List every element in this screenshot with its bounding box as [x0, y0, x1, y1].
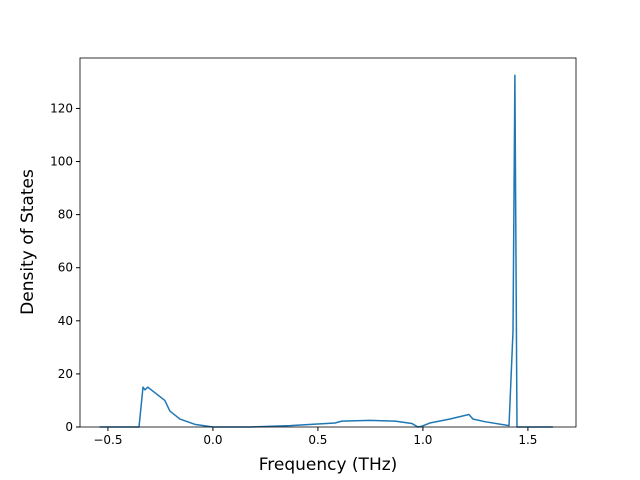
y-tick-label: 0 [65, 420, 73, 434]
x-axis-label: Frequency (THz) [259, 455, 398, 475]
line [99, 74, 553, 428]
y-tick-label: 80 [58, 208, 73, 222]
x-tick-label: 1.5 [518, 433, 537, 447]
y-tick-label: 120 [50, 101, 73, 115]
y-tick-label: 40 [58, 314, 73, 328]
y-tick-label: 20 [58, 367, 73, 381]
y-axis-label: Density of States [18, 169, 38, 315]
y-tick-label: 100 [50, 155, 73, 169]
plot-frame [79, 57, 577, 428]
x-tick-label: −0.5 [93, 433, 122, 447]
x-tick-label: 1.0 [413, 433, 432, 447]
x-tick-label: 0.5 [308, 433, 327, 447]
x-tick-label: 0.0 [203, 433, 222, 447]
y-tick-label: 60 [58, 261, 73, 275]
